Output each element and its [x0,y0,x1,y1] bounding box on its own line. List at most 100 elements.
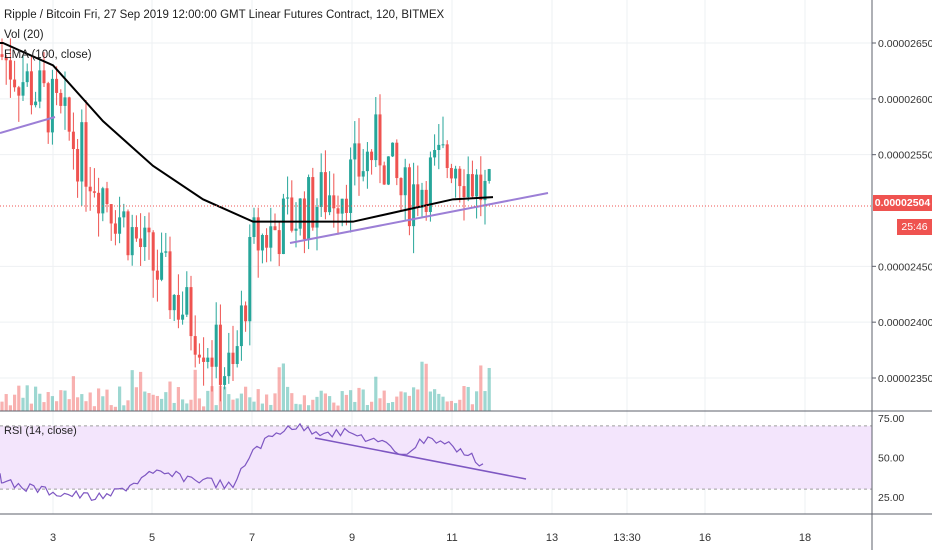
candle-body [252,217,256,237]
volume-bar [269,404,273,411]
volume-bar [349,390,353,411]
candle-body [113,223,117,234]
candle-body [67,97,71,132]
volume-bar [428,391,432,411]
trendline-left [0,116,56,134]
volume-bar [181,399,185,411]
candle-body [185,287,189,315]
candle-body [470,174,474,197]
volume-bar [244,386,248,411]
volume-bar [80,394,84,411]
candle-body [21,82,25,96]
volume-bar [105,389,109,411]
candle-body [315,206,319,228]
volume-bar [470,404,474,411]
volume-bar [139,371,143,411]
candle-body [273,226,277,231]
candle-body [101,188,105,214]
candle-body [370,151,374,161]
candle-body [407,167,411,227]
volume-bar [416,389,420,411]
candle-body [155,270,159,280]
volume-bar [147,393,151,411]
volume-bar [323,393,327,411]
volume-bar [63,390,67,411]
trendline-support [289,192,549,244]
volume-bar [328,396,332,411]
volume-bar [307,405,311,411]
volume-bar [298,404,302,411]
volume-bar [319,390,323,411]
volume-bar [214,405,218,411]
candle-body [386,156,390,185]
candle-body [151,232,155,271]
candle-body [298,198,302,229]
volume-bar [71,376,75,411]
candle-body [332,195,336,209]
candle-body [323,172,327,213]
candle-body [59,92,63,106]
volume-bar [449,400,453,411]
candle-body [256,217,260,251]
volume-bar [118,386,122,411]
candle-body [302,198,306,240]
chart-title: Ripple / Bitcoin Fri, 27 Sep 2019 12:00:… [4,9,445,21]
volume-bar [441,396,445,411]
volume-bar [395,396,399,411]
candle-body [63,97,67,106]
candle-body [244,305,248,322]
volume-bar [92,406,96,411]
volume-bar [97,388,101,411]
candle-body [403,167,407,196]
volume-bar [25,385,29,411]
candle-body [143,227,147,248]
candle-body [164,251,168,253]
volume-bar [412,387,416,411]
rsi-legend[interactable]: RSI (14, close) [4,425,77,437]
candle-body [218,324,222,385]
volume-bar [340,391,344,411]
candle-body [424,189,428,212]
candle-body [202,357,206,362]
volume-legend[interactable]: Vol (20) [4,29,44,41]
candle-body [197,354,201,358]
candle-body [378,114,382,166]
volume-bar [353,401,357,411]
volume-bar [382,390,386,411]
candle-body [210,357,214,367]
volume-bar [235,398,239,411]
volume-bar [302,395,306,411]
candle-body [13,79,17,88]
volume-bar [252,401,256,411]
rsi-line [0,422,484,502]
volume-bar [256,389,260,411]
volume-bar [378,398,382,411]
volume-bar [202,406,206,411]
candle-body [214,324,218,367]
volume-bar [13,394,17,411]
volume-bar [277,367,281,411]
time-tick-label: 13:30 [613,532,641,544]
volume-bar [0,401,4,411]
candle-body [105,188,109,205]
candle-body [365,151,369,172]
volume-bar [281,363,285,411]
candle-body [344,198,348,213]
time-tick-label: 3 [50,532,56,544]
rsi-tick-label: 75.00 [878,413,904,425]
ema-legend[interactable]: EMA (100, close) [4,49,92,61]
volume-bar [273,393,277,411]
candle-body [311,177,315,228]
candle-body [281,198,285,255]
candle-body [176,294,180,320]
candle-body [395,142,399,179]
candle-body [122,211,126,218]
volume-bar [109,405,113,411]
candle-body [168,251,172,311]
candle-body [412,184,416,227]
candle-body [294,228,298,231]
candle-body [80,122,84,182]
price-tick-label: 0.00002400 [878,317,932,329]
